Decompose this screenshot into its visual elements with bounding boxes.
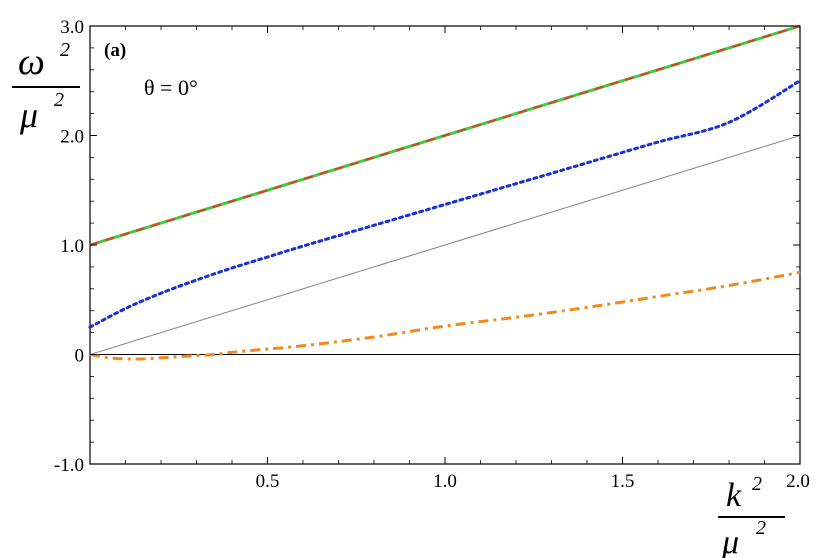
- x-label-numerator-sup: 2: [752, 473, 762, 495]
- x-tick-label: 1.0: [433, 471, 457, 492]
- x-tick-label: 0.5: [256, 471, 280, 492]
- y-label-denominator: μ: [19, 95, 38, 135]
- y-axis-label: ω 2 μ 2: [12, 39, 80, 135]
- x-tick-label: 1.5: [611, 471, 635, 492]
- y-label-numerator: ω: [18, 41, 45, 83]
- angle-annotation: θ = 0°: [144, 75, 198, 100]
- x-label-denominator-sup: 2: [756, 517, 766, 539]
- x-tick-label: 2.0: [786, 471, 810, 492]
- series-line-4-dotted: [88, 79, 802, 329]
- x-label-numerator: k: [726, 477, 742, 514]
- y-tick-label: 0: [75, 346, 85, 367]
- y-label-denominator-sup: 2: [54, 89, 64, 111]
- series-line-3-dashed: [89, 25, 801, 246]
- y-tick-label: -1.0: [54, 455, 84, 476]
- series-line-5-dashdot: [89, 270, 801, 361]
- y-label-numerator-sup: 2: [60, 39, 70, 61]
- x-axis-label: k 2 μ 2: [718, 473, 785, 558]
- y-tick-label: 2.0: [60, 127, 84, 148]
- y-tick-label: 1.0: [60, 236, 84, 257]
- panel-label: (a): [104, 40, 126, 61]
- x-label-denominator: μ: [721, 524, 739, 558]
- y-tick-label: 3.0: [60, 17, 84, 38]
- series-line-1-solid-thin: [89, 134, 801, 356]
